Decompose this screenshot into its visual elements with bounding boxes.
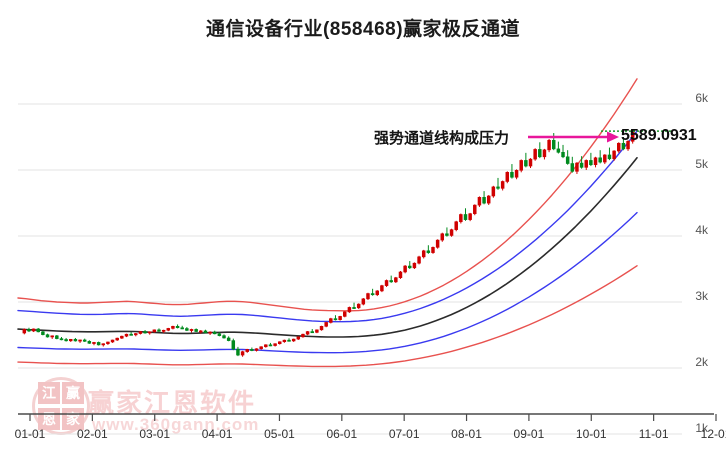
x-tick-label: 01-01 xyxy=(14,427,46,441)
x-tick-label: 09-01 xyxy=(513,427,545,441)
y-tick-label: 3k xyxy=(695,289,708,303)
channel-line-1 xyxy=(17,130,638,323)
page-title: 通信设备行业(858468)赢家极反通道 xyxy=(205,19,521,40)
y-tick-label: 5k xyxy=(695,157,708,171)
x-tick-label: 07-01 xyxy=(388,427,420,441)
annotation-arrow xyxy=(528,131,619,143)
last-price-label: 5589.0931 xyxy=(621,127,697,144)
y-tick-label: 1k xyxy=(695,421,708,435)
channel-line-4 xyxy=(17,265,638,368)
x-tick-label: 11-01 xyxy=(638,427,669,441)
x-tick-label: 12-01 xyxy=(700,427,726,441)
x-axis xyxy=(18,413,717,421)
x-tick-label: 02-01 xyxy=(77,427,108,441)
x-tick-label: 06-01 xyxy=(326,427,358,441)
gridlines xyxy=(18,103,682,435)
y-tick-label: 4k xyxy=(695,223,708,237)
x-tick-label: 10-01 xyxy=(575,427,607,441)
y-tick-label: 6k xyxy=(695,91,708,105)
annotation-text: 强势通道线构成压力 xyxy=(374,130,510,147)
channel-line-3 xyxy=(17,211,638,354)
channel-line-2 xyxy=(17,157,638,338)
x-tick-label: 04-01 xyxy=(201,427,233,441)
x-tick-label: 03-01 xyxy=(139,427,171,441)
candlesticks xyxy=(22,130,635,357)
x-tick-label: 05-01 xyxy=(264,427,295,441)
channel-line-0 xyxy=(17,78,638,312)
y-tick-label: 2k xyxy=(695,355,708,369)
x-tick-label: 08-01 xyxy=(451,427,482,441)
